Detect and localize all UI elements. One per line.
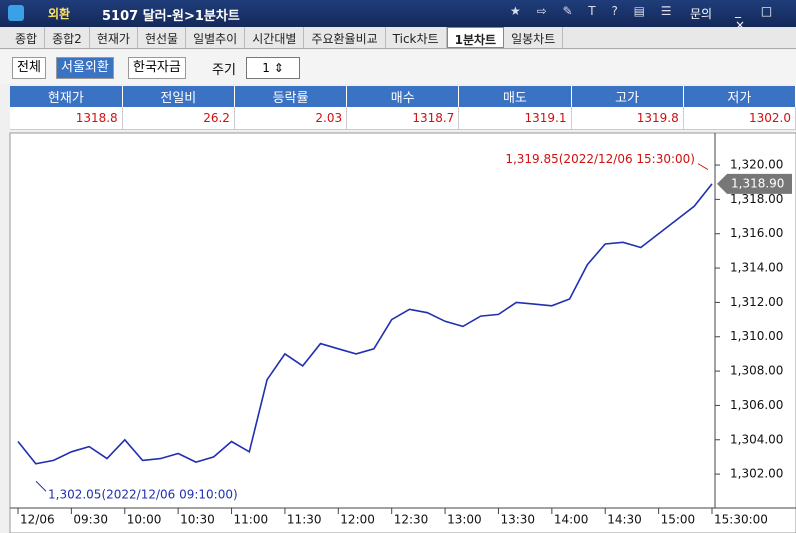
y-tick-label: 1,302.00	[730, 467, 783, 481]
annotation-arrow	[697, 163, 709, 171]
cell: 1319.1	[458, 107, 572, 130]
tab-bar: 종합 종합2 현재가 현선물 일별추이 시간대별 주요환율비교 Tick차트 1분차트 일봉차트	[0, 27, 796, 49]
column-header: 고가	[571, 86, 684, 107]
column-header: 전일비	[122, 86, 235, 107]
y-tick-label: 1,318.00	[730, 192, 783, 206]
annotation: 1,302.05(2022/12/06 09:10:00)	[48, 488, 238, 502]
tab[interactable]: 현재가	[90, 27, 138, 48]
window-title: 5107 달러-원>1분차트	[102, 9, 240, 24]
column-header: 저가	[683, 86, 796, 107]
filter-button[interactable]: 한국자금	[128, 57, 186, 79]
y-tick-label: 1,306.00	[730, 398, 783, 412]
x-tick-label: 10:00	[127, 513, 162, 527]
x-tick-label: 11:30	[287, 513, 322, 527]
column-header: 매수	[346, 86, 460, 107]
cell: 1318.8	[10, 107, 123, 130]
x-tick-label: 12:00	[340, 513, 375, 527]
title-bar: 외환 5107 달러-원>1분차트 ★ ⇨ ✎ T ? ▤ ☰ 문의 _ □ ×	[0, 0, 796, 32]
cell: 1318.7	[346, 107, 460, 130]
tab[interactable]: 일별추이	[186, 27, 246, 48]
tab[interactable]: 주요환율비교	[304, 27, 386, 48]
cell: 26.2	[122, 107, 235, 130]
filter-button[interactable]: 서울외환	[56, 57, 114, 79]
toolbar: 주기 1 ⇕ 전체 서울외환 한국자금	[0, 50, 796, 84]
annotation: 1,319.85(2022/12/06 15:30:00)	[505, 152, 695, 166]
y-tick-label: 1,314.00	[730, 261, 783, 275]
cell: 1319.8	[571, 107, 684, 130]
cell: 2.03	[234, 107, 348, 130]
current-price-badge	[717, 173, 792, 194]
x-tick-label: 10:30	[180, 513, 215, 527]
column-header: 매도	[458, 86, 572, 107]
window-controls[interactable]: _ □ ×	[735, 4, 781, 32]
tab[interactable]: Tick차트	[386, 27, 447, 48]
period-value: 1	[262, 61, 270, 75]
column-header: 등락률	[234, 86, 348, 107]
toolbar-icons[interactable]: ★ ⇨ ✎ T ? ▤ ☰	[510, 4, 678, 18]
market-tag: 외환	[48, 7, 71, 21]
x-tick-label: 11:00	[234, 513, 269, 527]
column-header: 현재가	[10, 86, 123, 107]
tab[interactable]: 종합	[8, 27, 46, 48]
tab[interactable]: 1분차트	[446, 27, 505, 48]
tab[interactable]: 종합2	[45, 27, 90, 48]
y-tick-label: 1,320.00	[730, 158, 783, 172]
y-tick-label: 1,310.00	[730, 329, 783, 343]
annotation-arrow	[35, 480, 47, 492]
x-tick-label: 14:00	[554, 513, 589, 527]
logo	[8, 5, 24, 21]
x-tick-label: 12:30	[394, 513, 429, 527]
tab[interactable]: 현선물	[138, 27, 187, 48]
x-tick-label: 12/06	[20, 513, 55, 527]
x-tick-label: 13:30	[500, 513, 535, 527]
price-line	[17, 183, 713, 465]
filter-button[interactable]: 전체	[12, 57, 46, 79]
period-label: 주기	[212, 63, 236, 78]
x-tick-label: 15:30:00	[714, 513, 768, 527]
tab[interactable]: 일봉차트	[504, 27, 564, 48]
chart: 1,302.00 1,304.00 1,306.00 1,308.00 1,310.00…	[9, 132, 796, 533]
chart-area	[9, 132, 796, 533]
x-tick-label: 09:30	[73, 513, 108, 527]
tab[interactable]: 시간대별	[245, 27, 305, 48]
y-tick-label: 1,304.00	[730, 432, 783, 446]
period-spinner[interactable]: 1 ⇕	[246, 57, 300, 79]
cell: 1302.0	[683, 107, 796, 130]
y-tick-label: 1,312.00	[730, 295, 783, 309]
y-tick-label: 1,308.00	[730, 364, 783, 378]
x-tick-label: 14:30	[607, 513, 642, 527]
x-tick-label: 15:00	[661, 513, 696, 527]
x-tick-label: 13:00	[447, 513, 482, 527]
help-button[interactable]: 문의	[690, 7, 713, 21]
y-tick-label: 1,316.00	[730, 226, 783, 240]
quote-table: 현재가 전일비 등락률 매수 매도 고가 저가 1318.8 26.2 2.03 1318.7 131…	[10, 86, 796, 130]
current-price-label: 1,318.90	[731, 176, 784, 190]
